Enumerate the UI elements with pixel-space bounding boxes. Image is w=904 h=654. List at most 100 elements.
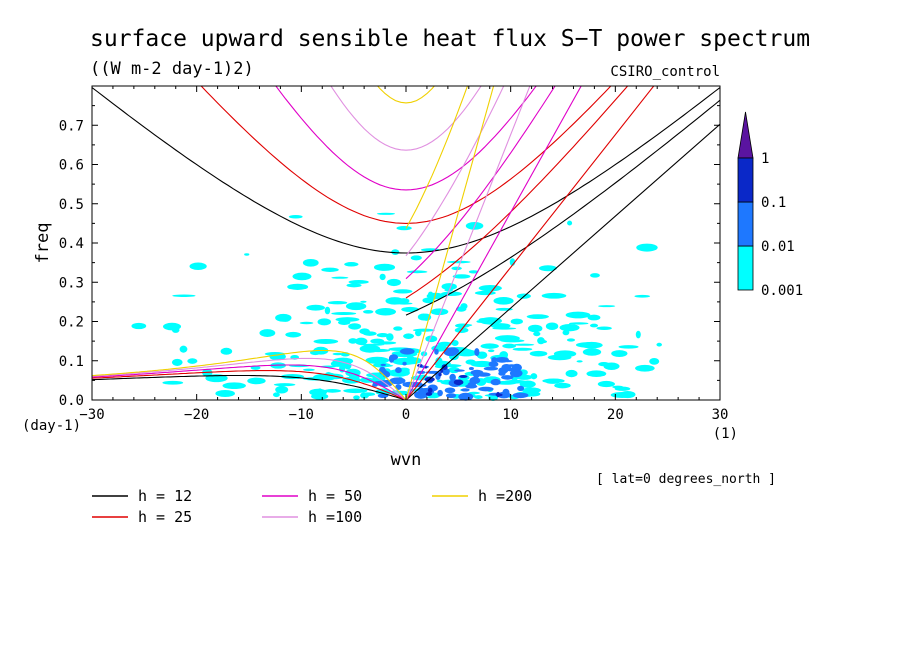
power-contour-cyan xyxy=(378,311,384,315)
power-contour-blue xyxy=(467,381,476,389)
power-contour-cyan xyxy=(375,308,396,316)
power-contour-cyan xyxy=(363,331,377,336)
y-axis-label: freq xyxy=(33,223,53,264)
power-contour-cyan xyxy=(565,369,578,378)
power-contour-blue xyxy=(449,373,456,381)
power-contour-cyan xyxy=(220,347,233,355)
colorbar-label: 0.1 xyxy=(761,195,786,211)
power-contour-cyan xyxy=(327,300,348,305)
power-contour-cyan xyxy=(189,262,207,271)
equatorial-rossby-curve xyxy=(92,364,407,400)
power-contour-blue xyxy=(512,392,529,399)
power-contour-cyan xyxy=(348,280,369,284)
power-contour-cyan xyxy=(512,347,533,351)
power-contour-blue xyxy=(501,375,514,380)
power-contour-cyan xyxy=(275,385,289,394)
power-contour-blue xyxy=(443,348,458,357)
power-contour-cyan xyxy=(619,390,636,399)
power-contour-cyan xyxy=(539,265,557,272)
power-contour-cyan xyxy=(346,283,362,288)
power-contour-cyan xyxy=(582,348,602,356)
power-contour-cyan xyxy=(376,341,397,345)
power-contour-blue xyxy=(505,367,516,372)
power-contour-cyan xyxy=(272,356,281,360)
power-contour-blue xyxy=(395,367,402,374)
power-contour-cyan xyxy=(590,273,600,278)
colorbar-segment xyxy=(737,245,754,291)
power-contour-cyan xyxy=(362,310,374,314)
power-contour-cyan xyxy=(162,380,184,385)
power-contour-cyan xyxy=(259,329,276,337)
power-contour-blue xyxy=(460,388,470,392)
power-contour-cyan xyxy=(440,291,462,297)
power-contour-cyan xyxy=(396,225,412,231)
power-contour-blue xyxy=(474,348,480,356)
legend-label: h = 25 xyxy=(138,508,192,526)
power-contour-cyan xyxy=(435,357,443,365)
power-contour-cyan xyxy=(313,338,339,344)
power-contour-cyan xyxy=(598,305,616,308)
equatorial-rossby-curve xyxy=(92,370,407,400)
power-contour-blue xyxy=(488,361,499,368)
mixed-rossby-gravity-curve xyxy=(405,86,556,280)
power-contour-cyan xyxy=(171,358,183,366)
colorbar-extension xyxy=(737,111,754,159)
kelvin-wave-curve xyxy=(405,123,720,400)
power-contour-blue xyxy=(468,367,474,371)
power-contour-cyan xyxy=(321,267,339,272)
power-contour-cyan xyxy=(396,302,413,305)
y-tick-label: 0.1 xyxy=(59,354,84,370)
equatorial-rossby-curve xyxy=(92,357,407,400)
power-contour-darkblue xyxy=(453,379,464,386)
power-contour-cyan xyxy=(275,313,292,322)
power-contour-darkblue xyxy=(427,387,433,393)
power-contour-cyan xyxy=(348,323,362,330)
legend-label: h = 12 xyxy=(138,487,192,505)
power-contour-cyan xyxy=(611,350,628,357)
y-tick-label: 0.4 xyxy=(59,236,84,252)
power-contour-cyan xyxy=(401,306,420,313)
legend-label: h =100 xyxy=(308,508,362,526)
power-contour-darkblue xyxy=(425,392,433,396)
power-contour-cyan xyxy=(292,272,312,281)
mixed-rossby-gravity-curve xyxy=(405,86,629,299)
dispersion-curves xyxy=(92,86,720,400)
power-contour-cyan xyxy=(306,304,326,311)
power-contour-cyan xyxy=(187,358,198,364)
inertio-gravity-wave-curve xyxy=(275,86,537,191)
power-contour-cyan xyxy=(131,322,147,330)
power-contour-cyan xyxy=(353,395,360,400)
power-contour-cyan xyxy=(474,395,483,399)
y-tick-label: 0.7 xyxy=(59,118,84,134)
power-contour-cyan xyxy=(365,356,390,364)
power-contour-cyan xyxy=(179,345,188,353)
colorbar: 0.001 0.01 0.1 1 xyxy=(737,111,803,299)
power-contour-blue xyxy=(389,377,406,385)
power-contour-cyan xyxy=(285,331,302,338)
power-contour-darkblue xyxy=(496,391,500,398)
power-contour-cyan xyxy=(635,330,641,339)
power-contour-blue xyxy=(437,389,443,397)
source-label: CSIRO_control xyxy=(610,64,720,80)
chart-title: surface upward sensible heat flux S−T po… xyxy=(90,26,810,52)
mixed-rossby-gravity-curve xyxy=(405,86,505,257)
power-contour-cyan xyxy=(510,318,523,325)
power-contour-cyan xyxy=(393,326,403,331)
power-contour-cyan xyxy=(428,291,434,297)
y-tick-label: 0.5 xyxy=(59,197,84,213)
power-contour-cyan xyxy=(425,335,438,343)
power-contour-blue xyxy=(478,386,494,392)
power-contour-cyan xyxy=(474,290,496,296)
power-contour-blue xyxy=(513,371,523,375)
power-contour-cyan xyxy=(542,378,565,384)
x-tick-label: 30 xyxy=(712,407,729,423)
power-contour-cyan xyxy=(332,357,354,365)
power-contour-cyan xyxy=(528,324,543,333)
power-contour-cyan xyxy=(451,340,459,347)
axis-tick-labels: −30 −20 −10 0 10 20 30 0.0 0.1 0.2 0.3 0.4 0.5 0.6 0.7 xyxy=(59,118,729,423)
kelvin-wave-curve xyxy=(405,86,495,400)
power-contour-cyan xyxy=(589,323,599,328)
power-contour-cyan xyxy=(360,343,385,346)
power-contour-cyan xyxy=(519,380,536,388)
